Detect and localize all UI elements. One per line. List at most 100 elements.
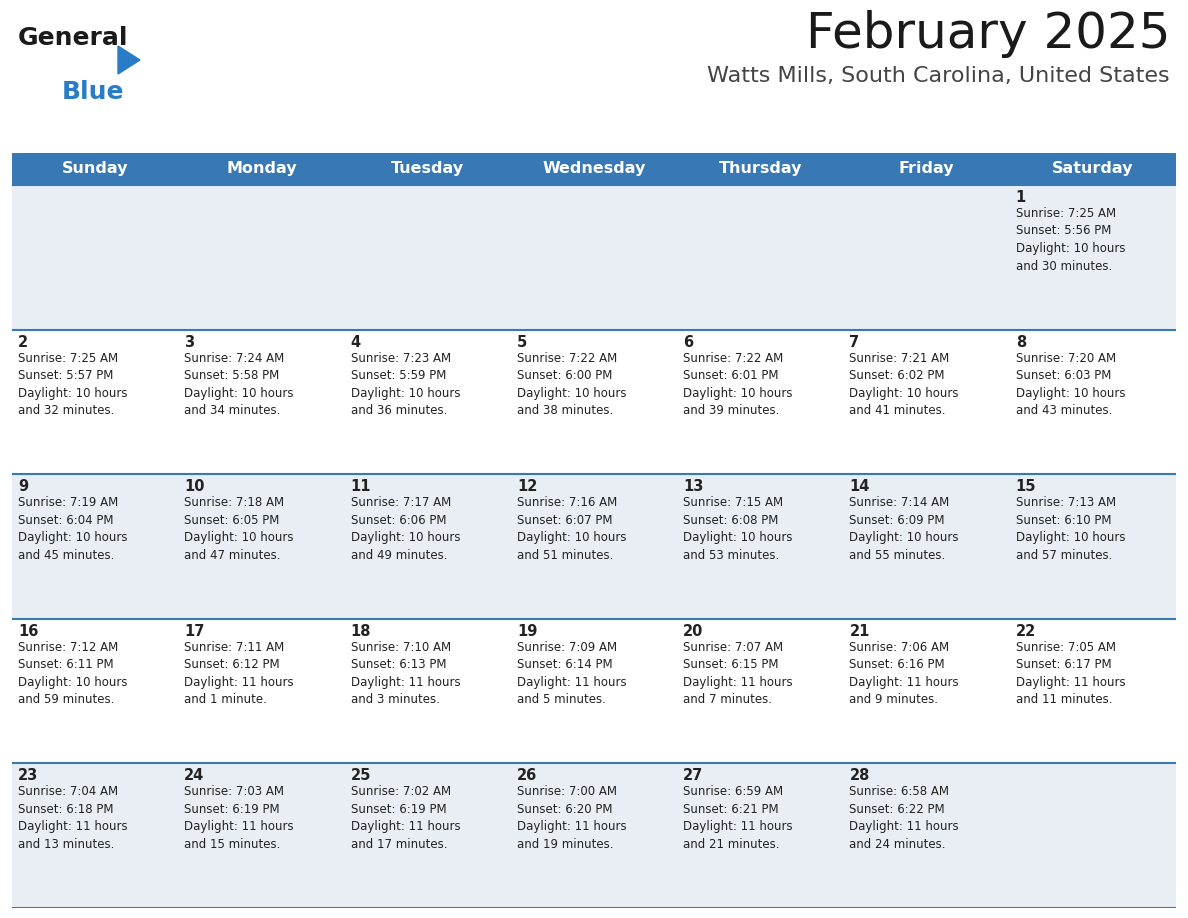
Text: Sunrise: 6:58 AM
Sunset: 6:22 PM
Daylight: 11 hours
and 24 minutes.: Sunrise: 6:58 AM Sunset: 6:22 PM Dayligh… (849, 786, 959, 851)
Text: 10: 10 (184, 479, 204, 494)
FancyBboxPatch shape (178, 764, 345, 908)
Text: 1: 1 (1016, 190, 1026, 205)
FancyBboxPatch shape (178, 185, 345, 330)
Text: Sunrise: 7:17 AM
Sunset: 6:06 PM
Daylight: 10 hours
and 49 minutes.: Sunrise: 7:17 AM Sunset: 6:06 PM Dayligh… (350, 497, 460, 562)
FancyBboxPatch shape (12, 185, 178, 330)
Text: 12: 12 (517, 479, 537, 494)
Text: Sunrise: 7:19 AM
Sunset: 6:04 PM
Daylight: 10 hours
and 45 minutes.: Sunrise: 7:19 AM Sunset: 6:04 PM Dayligh… (18, 497, 127, 562)
Text: 11: 11 (350, 479, 371, 494)
Text: 2: 2 (18, 334, 29, 350)
Text: Monday: Monday (226, 162, 297, 176)
FancyBboxPatch shape (1010, 764, 1176, 908)
Text: Friday: Friday (899, 162, 954, 176)
FancyBboxPatch shape (1010, 475, 1176, 619)
FancyBboxPatch shape (12, 330, 178, 475)
FancyBboxPatch shape (12, 475, 178, 619)
Text: Sunrise: 7:25 AM
Sunset: 5:57 PM
Daylight: 10 hours
and 32 minutes.: Sunrise: 7:25 AM Sunset: 5:57 PM Dayligh… (18, 352, 127, 417)
FancyBboxPatch shape (511, 475, 677, 619)
FancyBboxPatch shape (677, 764, 843, 908)
FancyBboxPatch shape (511, 764, 677, 908)
Text: Sunrise: 7:03 AM
Sunset: 6:19 PM
Daylight: 11 hours
and 15 minutes.: Sunrise: 7:03 AM Sunset: 6:19 PM Dayligh… (184, 786, 293, 851)
Text: Sunrise: 7:22 AM
Sunset: 6:01 PM
Daylight: 10 hours
and 39 minutes.: Sunrise: 7:22 AM Sunset: 6:01 PM Dayligh… (683, 352, 792, 417)
FancyBboxPatch shape (1010, 185, 1176, 330)
Text: Sunrise: 7:15 AM
Sunset: 6:08 PM
Daylight: 10 hours
and 53 minutes.: Sunrise: 7:15 AM Sunset: 6:08 PM Dayligh… (683, 497, 792, 562)
Text: 4: 4 (350, 334, 361, 350)
FancyBboxPatch shape (843, 185, 1010, 330)
FancyBboxPatch shape (843, 330, 1010, 475)
Text: Sunrise: 7:18 AM
Sunset: 6:05 PM
Daylight: 10 hours
and 47 minutes.: Sunrise: 7:18 AM Sunset: 6:05 PM Dayligh… (184, 497, 293, 562)
FancyBboxPatch shape (178, 619, 345, 764)
Text: General: General (18, 26, 128, 50)
FancyBboxPatch shape (1010, 619, 1176, 764)
FancyBboxPatch shape (511, 619, 677, 764)
Text: 16: 16 (18, 624, 38, 639)
Text: Sunrise: 7:14 AM
Sunset: 6:09 PM
Daylight: 10 hours
and 55 minutes.: Sunrise: 7:14 AM Sunset: 6:09 PM Dayligh… (849, 497, 959, 562)
FancyBboxPatch shape (1010, 153, 1176, 185)
Text: Sunrise: 7:09 AM
Sunset: 6:14 PM
Daylight: 11 hours
and 5 minutes.: Sunrise: 7:09 AM Sunset: 6:14 PM Dayligh… (517, 641, 626, 706)
FancyBboxPatch shape (12, 153, 178, 185)
Text: 26: 26 (517, 768, 537, 783)
FancyBboxPatch shape (843, 153, 1010, 185)
FancyBboxPatch shape (677, 153, 843, 185)
FancyBboxPatch shape (345, 764, 511, 908)
Text: 9: 9 (18, 479, 29, 494)
Text: Sunrise: 7:00 AM
Sunset: 6:20 PM
Daylight: 11 hours
and 19 minutes.: Sunrise: 7:00 AM Sunset: 6:20 PM Dayligh… (517, 786, 626, 851)
Text: Sunrise: 7:10 AM
Sunset: 6:13 PM
Daylight: 11 hours
and 3 minutes.: Sunrise: 7:10 AM Sunset: 6:13 PM Dayligh… (350, 641, 460, 706)
Text: 19: 19 (517, 624, 537, 639)
Text: Wednesday: Wednesday (542, 162, 646, 176)
Text: Sunrise: 7:25 AM
Sunset: 5:56 PM
Daylight: 10 hours
and 30 minutes.: Sunrise: 7:25 AM Sunset: 5:56 PM Dayligh… (1016, 207, 1125, 273)
Text: 25: 25 (350, 768, 371, 783)
FancyBboxPatch shape (677, 619, 843, 764)
Text: Sunrise: 7:20 AM
Sunset: 6:03 PM
Daylight: 10 hours
and 43 minutes.: Sunrise: 7:20 AM Sunset: 6:03 PM Dayligh… (1016, 352, 1125, 417)
Text: Sunrise: 7:13 AM
Sunset: 6:10 PM
Daylight: 10 hours
and 57 minutes.: Sunrise: 7:13 AM Sunset: 6:10 PM Dayligh… (1016, 497, 1125, 562)
Text: 20: 20 (683, 624, 703, 639)
FancyBboxPatch shape (677, 330, 843, 475)
FancyBboxPatch shape (511, 153, 677, 185)
Text: Sunrise: 7:21 AM
Sunset: 6:02 PM
Daylight: 10 hours
and 41 minutes.: Sunrise: 7:21 AM Sunset: 6:02 PM Dayligh… (849, 352, 959, 417)
Text: Tuesday: Tuesday (391, 162, 465, 176)
Text: Sunrise: 7:04 AM
Sunset: 6:18 PM
Daylight: 11 hours
and 13 minutes.: Sunrise: 7:04 AM Sunset: 6:18 PM Dayligh… (18, 786, 127, 851)
Text: 8: 8 (1016, 334, 1026, 350)
FancyBboxPatch shape (345, 619, 511, 764)
FancyBboxPatch shape (178, 153, 345, 185)
Text: 7: 7 (849, 334, 860, 350)
Text: Sunrise: 7:07 AM
Sunset: 6:15 PM
Daylight: 11 hours
and 7 minutes.: Sunrise: 7:07 AM Sunset: 6:15 PM Dayligh… (683, 641, 792, 706)
Text: Sunrise: 7:23 AM
Sunset: 5:59 PM
Daylight: 10 hours
and 36 minutes.: Sunrise: 7:23 AM Sunset: 5:59 PM Dayligh… (350, 352, 460, 417)
Text: Sunday: Sunday (62, 162, 128, 176)
Text: Sunrise: 7:24 AM
Sunset: 5:58 PM
Daylight: 10 hours
and 34 minutes.: Sunrise: 7:24 AM Sunset: 5:58 PM Dayligh… (184, 352, 293, 417)
Text: Sunrise: 7:05 AM
Sunset: 6:17 PM
Daylight: 11 hours
and 11 minutes.: Sunrise: 7:05 AM Sunset: 6:17 PM Dayligh… (1016, 641, 1125, 706)
FancyBboxPatch shape (511, 330, 677, 475)
Text: 27: 27 (683, 768, 703, 783)
Text: 21: 21 (849, 624, 870, 639)
Text: 22: 22 (1016, 624, 1036, 639)
Text: 3: 3 (184, 334, 195, 350)
Text: 5: 5 (517, 334, 527, 350)
Text: Blue: Blue (62, 80, 125, 104)
Text: 6: 6 (683, 334, 694, 350)
Text: Thursday: Thursday (719, 162, 802, 176)
FancyBboxPatch shape (843, 764, 1010, 908)
FancyBboxPatch shape (12, 619, 178, 764)
Text: Sunrise: 7:16 AM
Sunset: 6:07 PM
Daylight: 10 hours
and 51 minutes.: Sunrise: 7:16 AM Sunset: 6:07 PM Dayligh… (517, 497, 626, 562)
Text: Sunrise: 7:22 AM
Sunset: 6:00 PM
Daylight: 10 hours
and 38 minutes.: Sunrise: 7:22 AM Sunset: 6:00 PM Dayligh… (517, 352, 626, 417)
Text: 18: 18 (350, 624, 371, 639)
Text: Saturday: Saturday (1053, 162, 1133, 176)
FancyBboxPatch shape (178, 330, 345, 475)
Text: 13: 13 (683, 479, 703, 494)
FancyBboxPatch shape (843, 475, 1010, 619)
Text: Sunrise: 7:06 AM
Sunset: 6:16 PM
Daylight: 11 hours
and 9 minutes.: Sunrise: 7:06 AM Sunset: 6:16 PM Dayligh… (849, 641, 959, 706)
FancyBboxPatch shape (345, 153, 511, 185)
Polygon shape (118, 46, 140, 74)
FancyBboxPatch shape (345, 185, 511, 330)
Text: Sunrise: 6:59 AM
Sunset: 6:21 PM
Daylight: 11 hours
and 21 minutes.: Sunrise: 6:59 AM Sunset: 6:21 PM Dayligh… (683, 786, 792, 851)
Text: 14: 14 (849, 479, 870, 494)
Text: Sunrise: 7:02 AM
Sunset: 6:19 PM
Daylight: 11 hours
and 17 minutes.: Sunrise: 7:02 AM Sunset: 6:19 PM Dayligh… (350, 786, 460, 851)
FancyBboxPatch shape (511, 185, 677, 330)
FancyBboxPatch shape (345, 330, 511, 475)
Text: 17: 17 (184, 624, 204, 639)
FancyBboxPatch shape (677, 185, 843, 330)
FancyBboxPatch shape (843, 619, 1010, 764)
FancyBboxPatch shape (12, 764, 178, 908)
FancyBboxPatch shape (178, 475, 345, 619)
Text: Sunrise: 7:11 AM
Sunset: 6:12 PM
Daylight: 11 hours
and 1 minute.: Sunrise: 7:11 AM Sunset: 6:12 PM Dayligh… (184, 641, 293, 706)
